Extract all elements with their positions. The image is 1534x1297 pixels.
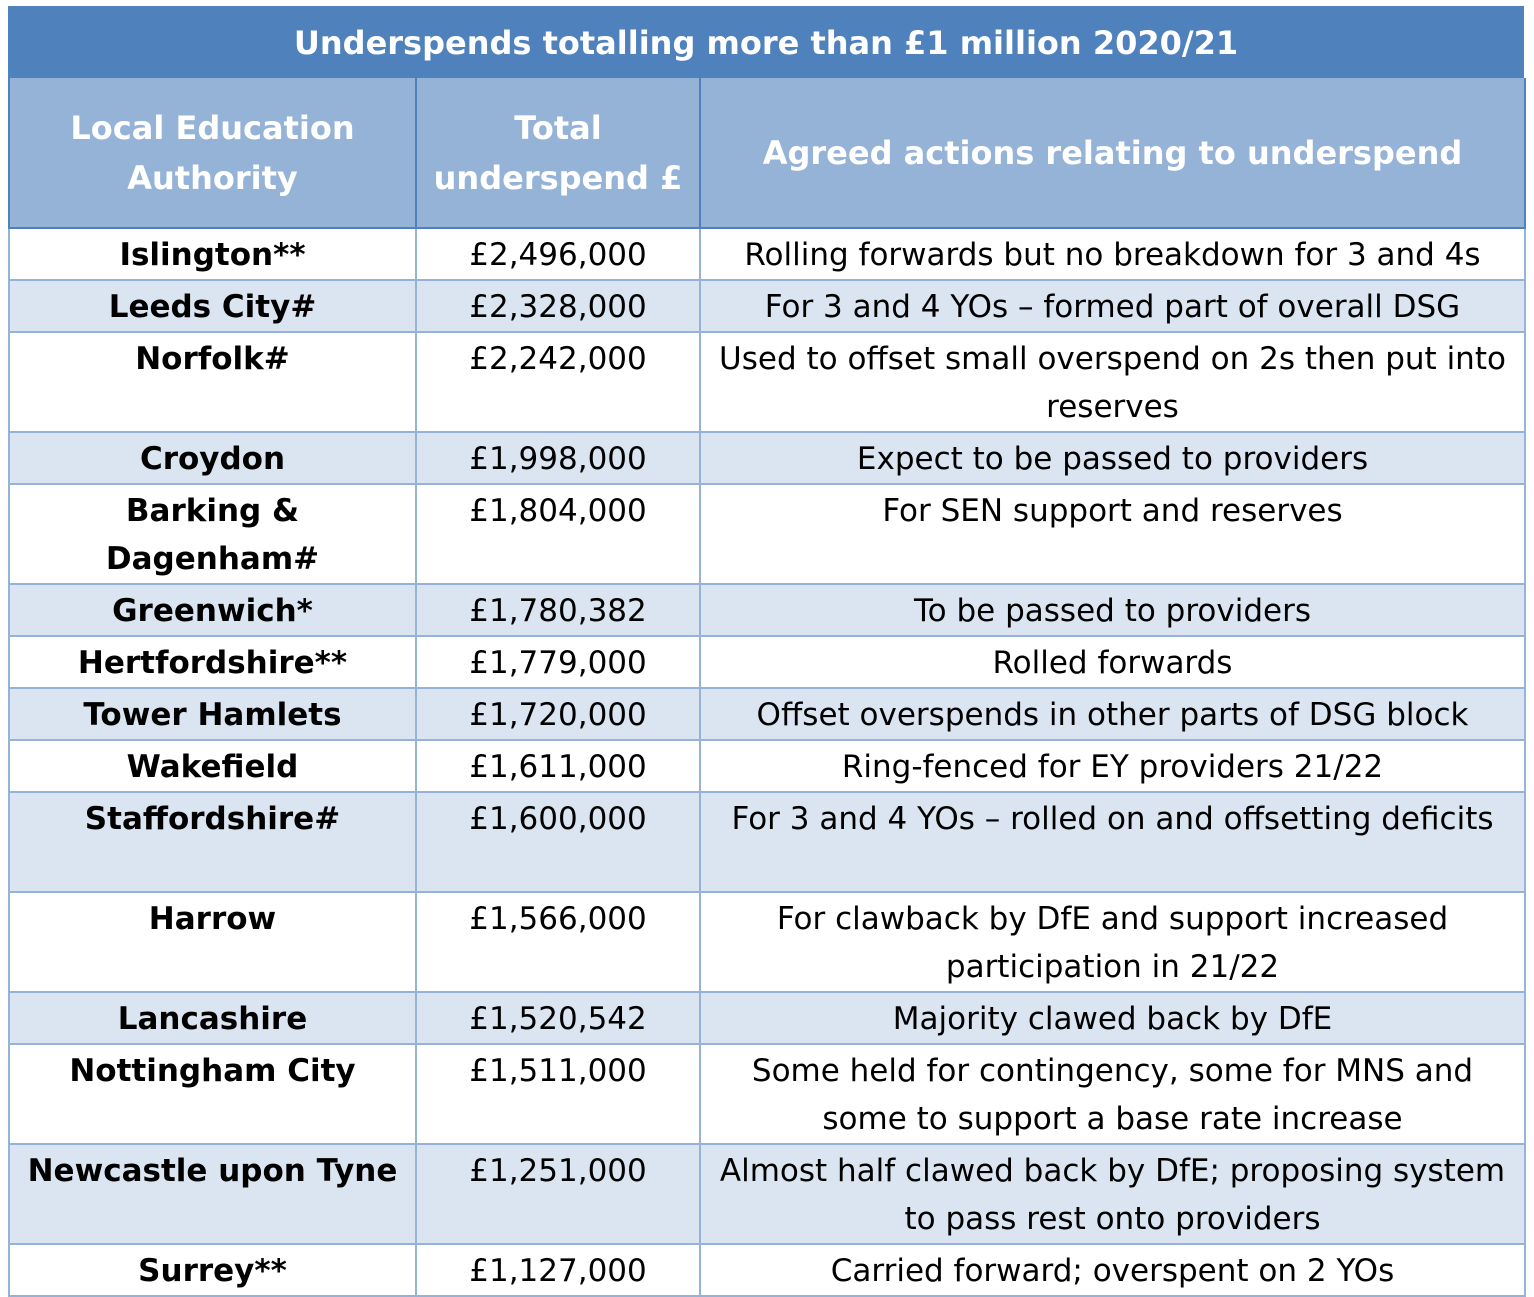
table-row: Greenwich* £1,780,382 To be passed to pr… — [8, 583, 1526, 637]
authority-cell: Staffordshire# — [8, 791, 417, 893]
table-row: Hertfordshire** £1,779,000 Rolled forwar… — [8, 635, 1526, 689]
header-row: Local Education Authority Total underspe… — [8, 78, 1526, 229]
header-authority: Local Education Authority — [8, 78, 417, 229]
underspend-cell: £2,496,000 — [415, 227, 701, 281]
underspend-cell: £1,566,000 — [415, 891, 701, 993]
action-cell: For 3 and 4 YOs – rolled on and offsetti… — [699, 791, 1526, 893]
authority-cell: Hertfordshire** — [8, 635, 417, 689]
action-cell: Ring-fenced for EY providers 21/22 — [699, 739, 1526, 793]
authority-cell: Harrow — [8, 891, 417, 993]
action-cell: Majority clawed back by DfE — [699, 991, 1526, 1045]
authority-cell: Norfolk# — [8, 331, 417, 433]
underspend-cell: £1,251,000 — [415, 1143, 701, 1245]
action-cell: Rolled forwards — [699, 635, 1526, 689]
action-cell: Almost half clawed back by DfE; proposin… — [699, 1143, 1526, 1245]
underspend-cell: £2,328,000 — [415, 279, 701, 333]
underspend-cell: £1,520,542 — [415, 991, 701, 1045]
underspend-cell: £1,611,000 — [415, 739, 701, 793]
authority-cell: Greenwich* — [8, 583, 417, 637]
authority-cell: Newcastle upon Tyne — [8, 1143, 417, 1245]
underspend-cell: £1,511,000 — [415, 1043, 701, 1145]
table-row: Staffordshire# £1,600,000 For 3 and 4 YO… — [8, 791, 1526, 893]
table-row: Surrey** £1,127,000 Carried forward; ove… — [8, 1243, 1526, 1297]
table-row: Nottingham City £1,511,000 Some held for… — [8, 1043, 1526, 1145]
table-row: Tower Hamlets £1,720,000 Offset overspen… — [8, 687, 1526, 741]
action-cell: For 3 and 4 YOs – formed part of overall… — [699, 279, 1526, 333]
underspend-cell: £1,779,000 — [415, 635, 701, 689]
authority-cell: Barking & Dagenham# — [8, 483, 417, 585]
table-row: Croydon £1,998,000 Expect to be passed t… — [8, 431, 1526, 485]
action-cell: Offset overspends in other parts of DSG … — [699, 687, 1526, 741]
underspend-cell: £1,804,000 — [415, 483, 701, 585]
underspend-cell: £1,780,382 — [415, 583, 701, 637]
action-cell: Used to offset small overspend on 2s the… — [699, 331, 1526, 433]
underspend-cell: £1,600,000 — [415, 791, 701, 893]
table-row: Wakefield £1,611,000 Ring-fenced for EY … — [8, 739, 1526, 793]
underspends-table: Underspends totalling more than £1 milli… — [8, 6, 1526, 1297]
authority-cell: Tower Hamlets — [8, 687, 417, 741]
table-row: Norfolk# £2,242,000 Used to offset small… — [8, 331, 1526, 433]
table-row: Leeds City# £2,328,000 For 3 and 4 YOs –… — [8, 279, 1526, 333]
authority-cell: Croydon — [8, 431, 417, 485]
authority-cell: Leeds City# — [8, 279, 417, 333]
header-actions: Agreed actions relating to underspend — [699, 78, 1526, 229]
table-title: Underspends totalling more than £1 milli… — [8, 6, 1524, 78]
table-row: Harrow £1,566,000 For clawback by DfE an… — [8, 891, 1526, 993]
action-cell: Rolling forwards but no breakdown for 3 … — [699, 227, 1526, 281]
action-cell: For SEN support and reserves — [699, 483, 1526, 585]
table-row: Lancashire £1,520,542 Majority clawed ba… — [8, 991, 1526, 1045]
authority-cell: Nottingham City — [8, 1043, 417, 1145]
table-row: Islington** £2,496,000 Rolling forwards … — [8, 227, 1526, 281]
table-row: Barking & Dagenham# £1,804,000 For SEN s… — [8, 483, 1526, 585]
table-row: Newcastle upon Tyne £1,251,000 Almost ha… — [8, 1143, 1526, 1245]
underspend-cell: £1,998,000 — [415, 431, 701, 485]
action-cell: Carried forward; overspent on 2 YOs — [699, 1243, 1526, 1297]
action-cell: Some held for contingency, some for MNS … — [699, 1043, 1526, 1145]
authority-cell: Islington** — [8, 227, 417, 281]
underspends-grid: Local Education Authority Total underspe… — [8, 78, 1526, 1297]
underspend-cell: £1,127,000 — [415, 1243, 701, 1297]
header-underspend: Total underspend £ — [415, 78, 701, 229]
authority-cell: Surrey** — [8, 1243, 417, 1297]
underspend-cell: £1,720,000 — [415, 687, 701, 741]
authority-cell: Wakefield — [8, 739, 417, 793]
action-cell: Expect to be passed to providers — [699, 431, 1526, 485]
authority-cell: Lancashire — [8, 991, 417, 1045]
underspend-cell: £2,242,000 — [415, 331, 701, 433]
action-cell: To be passed to providers — [699, 583, 1526, 637]
action-cell: For clawback by DfE and support increase… — [699, 891, 1526, 993]
